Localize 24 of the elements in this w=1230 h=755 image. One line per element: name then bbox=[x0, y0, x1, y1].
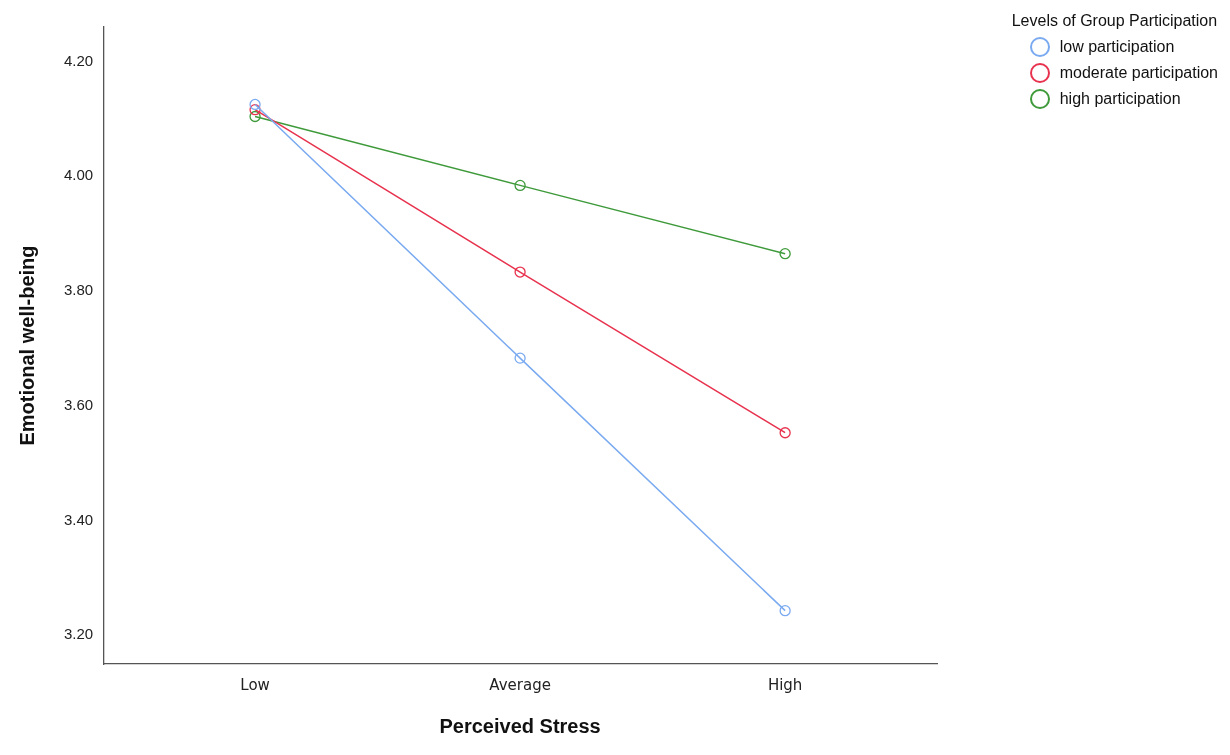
point bbox=[514, 179, 526, 192]
point bbox=[249, 98, 261, 111]
legend-label: high participation bbox=[1059, 90, 1181, 108]
x-tick-label: Low bbox=[240, 675, 270, 694]
y-tick-label: 3.80 bbox=[63, 281, 94, 299]
point bbox=[249, 110, 261, 123]
legend-label: low participation bbox=[1059, 38, 1175, 56]
point bbox=[779, 427, 791, 439]
legend-label: moderate participation bbox=[1059, 64, 1218, 82]
point bbox=[514, 266, 526, 278]
point bbox=[779, 604, 791, 617]
y-tick-label: 3.20 bbox=[63, 625, 94, 643]
x-axis-title: Perceived Stress bbox=[439, 714, 601, 737]
legend-title: Levels of Group Participation bbox=[1011, 12, 1218, 30]
y-tick-label: 4.00 bbox=[63, 166, 94, 184]
point bbox=[514, 352, 526, 364]
y-axis-title: Emotional well-being bbox=[15, 245, 38, 446]
x-tick-label: High bbox=[767, 675, 803, 694]
y-tick-label: 3.40 bbox=[63, 510, 94, 528]
y-tick-label: 4.20 bbox=[63, 51, 94, 69]
point bbox=[249, 103, 261, 116]
x-tick-label: Average bbox=[489, 675, 551, 694]
point bbox=[779, 248, 791, 260]
y-tick-label: 3.60 bbox=[63, 395, 94, 413]
